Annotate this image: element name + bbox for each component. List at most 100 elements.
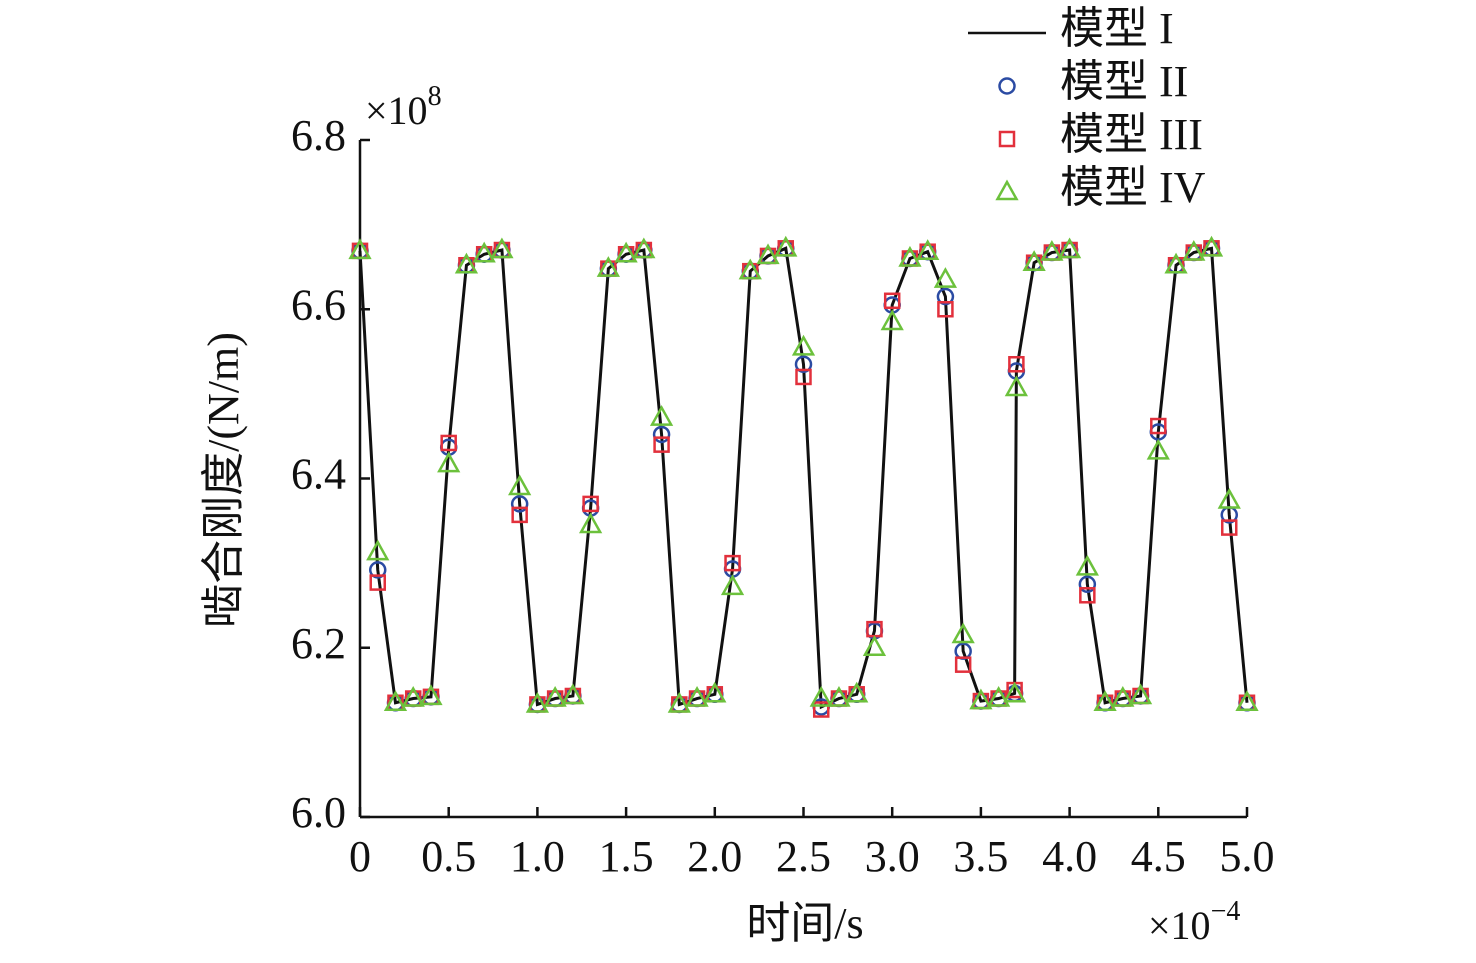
data-point bbox=[582, 495, 599, 513]
legend-marker bbox=[998, 77, 1016, 95]
data-point bbox=[667, 691, 691, 713]
data-point bbox=[649, 405, 674, 426]
data-point bbox=[1111, 685, 1135, 707]
x-tick-label: 1.5 bbox=[599, 832, 654, 881]
data-point bbox=[348, 238, 372, 260]
x-tick-label: 3.5 bbox=[953, 832, 1008, 881]
legend-label: 模型 II bbox=[1060, 57, 1188, 106]
y-tick-label: 6.0 bbox=[291, 788, 346, 837]
y-scale-exponent: 8 bbox=[428, 81, 442, 112]
data-point bbox=[578, 512, 603, 534]
data-point bbox=[1150, 417, 1167, 435]
data-point bbox=[794, 355, 813, 374]
data-point bbox=[883, 292, 901, 310]
data-point bbox=[454, 252, 479, 274]
series-line bbox=[358, 246, 1249, 710]
data-point bbox=[614, 241, 638, 263]
data-point bbox=[1146, 438, 1170, 460]
data-point bbox=[1002, 681, 1027, 703]
x-scale-exponent: −4 bbox=[1211, 896, 1241, 927]
x-tick-label: 1.0 bbox=[510, 832, 565, 881]
data-point bbox=[401, 685, 425, 707]
legend-label: 模型 I bbox=[1060, 4, 1174, 53]
data-point bbox=[916, 239, 940, 260]
y-tick-label: 6.4 bbox=[291, 450, 346, 499]
data-point bbox=[369, 574, 386, 591]
data-point bbox=[652, 425, 671, 444]
data-point bbox=[880, 309, 904, 331]
data-point bbox=[1235, 690, 1259, 712]
data-point bbox=[632, 237, 656, 259]
data-point bbox=[724, 554, 741, 572]
data-point bbox=[511, 506, 528, 524]
x-tick-label: 0 bbox=[349, 832, 371, 881]
legend-marker bbox=[998, 130, 1016, 148]
data-point bbox=[795, 368, 812, 386]
data-point bbox=[525, 691, 550, 713]
x-tick-label: 2.0 bbox=[687, 832, 742, 881]
data-point bbox=[845, 681, 869, 703]
data-point bbox=[383, 690, 408, 712]
data-point bbox=[862, 635, 887, 656]
data-point bbox=[653, 436, 670, 453]
data-point bbox=[812, 701, 830, 718]
y-scale-label: ×108 bbox=[365, 81, 442, 133]
data-point bbox=[1164, 252, 1188, 274]
data-point bbox=[969, 688, 993, 710]
data-point bbox=[1008, 356, 1025, 373]
data-point bbox=[419, 684, 443, 706]
data-point bbox=[1217, 487, 1241, 509]
data-point bbox=[1199, 235, 1224, 257]
legend-label: 模型 III bbox=[1060, 110, 1203, 159]
x-scale-label: ×10−4 bbox=[1148, 896, 1240, 948]
data-point bbox=[510, 495, 529, 513]
data-point bbox=[440, 434, 457, 452]
data-point bbox=[933, 267, 958, 288]
x-tick-label: 3.0 bbox=[865, 832, 920, 881]
x-tick-label: 5.0 bbox=[1220, 832, 1275, 881]
data-point bbox=[738, 258, 762, 280]
data-point bbox=[791, 334, 816, 356]
data-point bbox=[987, 685, 1011, 707]
data-point bbox=[1078, 575, 1097, 594]
data-point bbox=[720, 574, 745, 596]
data-point bbox=[1022, 250, 1046, 271]
data-point bbox=[756, 243, 780, 265]
data-point bbox=[472, 241, 496, 263]
data-point bbox=[1057, 237, 1082, 259]
data-point bbox=[561, 683, 585, 705]
data-point bbox=[1040, 239, 1064, 261]
y-tick-label: 6.2 bbox=[291, 619, 346, 668]
x-scale-base: ×10 bbox=[1148, 903, 1211, 948]
data-point bbox=[1182, 239, 1206, 261]
data-point bbox=[685, 685, 709, 707]
data-point bbox=[437, 451, 461, 473]
y-tick-label: 6.6 bbox=[291, 280, 346, 329]
data-point bbox=[809, 685, 833, 707]
x-tick-label: 2.5 bbox=[776, 832, 831, 881]
data-point bbox=[774, 235, 798, 257]
x-tick-label: 0.5 bbox=[421, 832, 476, 881]
data-point bbox=[1075, 554, 1099, 576]
data-point bbox=[366, 539, 390, 561]
y-axis-label: 啮合刚度/(N/m) bbox=[199, 332, 248, 628]
y-scale-base: ×10 bbox=[365, 88, 428, 133]
y-tick-label: 6.8 bbox=[291, 111, 346, 160]
data-point bbox=[1004, 375, 1029, 397]
x-tick-label: 4.5 bbox=[1131, 832, 1186, 881]
data-point bbox=[1093, 690, 1117, 712]
data-point bbox=[1128, 683, 1153, 705]
data-point bbox=[368, 561, 387, 579]
data-point bbox=[596, 256, 620, 277]
data-point bbox=[951, 622, 975, 644]
data-point bbox=[1079, 587, 1096, 604]
data-point bbox=[490, 237, 514, 259]
data-point bbox=[827, 685, 851, 707]
data-point bbox=[936, 287, 955, 306]
legend-label: 模型 IV bbox=[1060, 163, 1206, 212]
data-point bbox=[543, 685, 567, 707]
data-point bbox=[937, 301, 954, 318]
data-point bbox=[954, 656, 972, 673]
data-point bbox=[508, 474, 532, 496]
